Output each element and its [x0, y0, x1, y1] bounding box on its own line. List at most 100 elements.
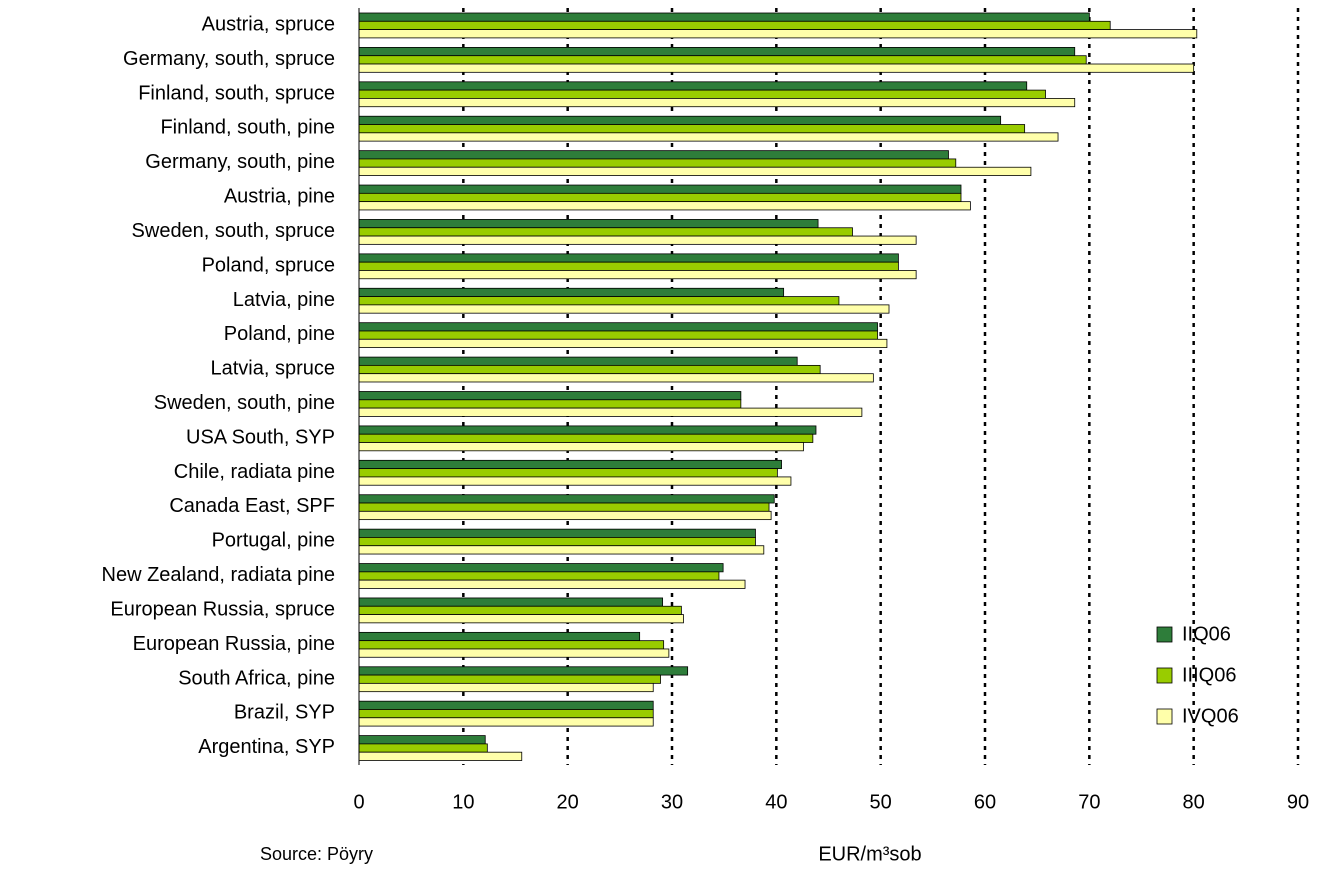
- bar: [358, 150, 949, 160]
- bar: [358, 115, 1002, 125]
- bar: [358, 296, 840, 306]
- y-tick-label: Latvia, pine: [233, 289, 335, 311]
- bar: [358, 261, 899, 271]
- x-tick-label: 70: [1078, 791, 1100, 813]
- bar: [358, 459, 782, 470]
- bar: [358, 407, 863, 417]
- y-tick-label: Portugal, pine: [212, 530, 335, 552]
- bar: [358, 537, 756, 547]
- legend-swatch: [1156, 667, 1173, 684]
- x-tick-label: 20: [557, 791, 579, 813]
- bar: [358, 614, 684, 624]
- bar: [358, 674, 661, 684]
- legend-swatch: [1156, 708, 1173, 725]
- y-tick-label: Brazil, SYP: [234, 702, 335, 724]
- bar: [358, 717, 654, 727]
- y-tick-label: Finland, south, pine: [160, 117, 335, 139]
- bar: [358, 55, 1087, 65]
- bar: [358, 631, 641, 642]
- y-tick-label: Germany, south, spruce: [123, 48, 335, 70]
- legend-label: IVQ06: [1182, 705, 1239, 727]
- y-tick-label: Germany, south, pine: [145, 151, 335, 173]
- bar: [358, 391, 742, 401]
- bar: [358, 158, 957, 168]
- bar: [358, 330, 878, 340]
- bar: [358, 666, 689, 676]
- x-tick-label: 40: [765, 791, 787, 813]
- bar: [358, 743, 488, 753]
- bar: [358, 270, 917, 280]
- bar: [358, 29, 1198, 39]
- x-tick-label: 60: [974, 791, 996, 813]
- bar: [358, 510, 772, 521]
- bar: [358, 605, 682, 615]
- x-tick-label: 50: [870, 791, 892, 813]
- x-tick-label: 0: [353, 791, 364, 813]
- x-tick-label: 80: [1183, 791, 1205, 813]
- y-tick-label: Sweden, south, pine: [154, 392, 335, 414]
- bar: [358, 751, 523, 761]
- bar: [358, 98, 1076, 108]
- bar: [358, 494, 775, 504]
- y-tick-label: South Africa, pine: [178, 667, 335, 689]
- bar: [358, 597, 664, 607]
- bar: [358, 132, 1059, 142]
- bar: [358, 399, 742, 409]
- bar: [358, 571, 720, 581]
- legend-label: IIIQ06: [1182, 664, 1236, 686]
- x-axis-label: EUR/m³sob: [818, 843, 921, 865]
- bar: [358, 682, 654, 693]
- bar: [358, 433, 814, 443]
- bar: [358, 219, 819, 229]
- y-tick-label: European Russia, spruce: [110, 598, 335, 620]
- y-tick-label: Austria, pine: [224, 186, 335, 208]
- bar: [358, 640, 665, 650]
- bar: [358, 476, 792, 486]
- y-tick-label: Chile, radiata pine: [174, 461, 335, 483]
- y-tick-label: Finland, south, spruce: [138, 82, 335, 104]
- y-tick-label: Sweden, south, spruce: [132, 220, 335, 242]
- x-tick-label: 90: [1287, 791, 1309, 813]
- bar: [358, 709, 654, 719]
- legend-label: IIQ06: [1182, 623, 1231, 645]
- y-tick-label: USA South, SYP: [186, 426, 335, 448]
- bar: [358, 304, 890, 314]
- bar: [358, 235, 917, 245]
- bar: [358, 253, 899, 263]
- bar: [358, 356, 798, 366]
- bar: [358, 12, 1090, 22]
- y-tick-label: Canada East, SPF: [169, 495, 335, 517]
- y-tick-label: Latvia, spruce: [210, 358, 335, 380]
- y-tick-label: European Russia, pine: [133, 633, 335, 655]
- bar: [358, 468, 778, 478]
- bar: [358, 20, 1111, 30]
- y-tick-label: Poland, pine: [224, 323, 335, 345]
- bar: [358, 192, 962, 203]
- bar: [358, 563, 724, 573]
- bar: [358, 63, 1195, 73]
- bar: [358, 166, 1032, 176]
- bar: [358, 545, 765, 555]
- y-tick-label: Austria, spruce: [202, 13, 335, 35]
- x-tick-label: 30: [661, 791, 683, 813]
- bar: [358, 184, 962, 194]
- bar: [358, 364, 821, 375]
- y-tick-label: Argentina, SYP: [198, 736, 335, 758]
- bar: [358, 287, 785, 297]
- bar: [358, 373, 874, 383]
- y-tick-label: New Zealand, radiata pine: [102, 564, 335, 586]
- bar: [358, 322, 878, 332]
- bar: [358, 81, 1028, 91]
- bar: [358, 89, 1046, 99]
- legend-swatch: [1156, 626, 1173, 643]
- y-tick-label: Poland, spruce: [202, 254, 335, 276]
- bar: [358, 648, 670, 658]
- bar: [358, 502, 770, 512]
- bar: [358, 338, 888, 348]
- bar: [358, 227, 853, 237]
- bar: [358, 528, 756, 538]
- source-note: Source: Pöyry: [260, 844, 373, 864]
- bar: [358, 201, 971, 211]
- bar: [358, 425, 817, 435]
